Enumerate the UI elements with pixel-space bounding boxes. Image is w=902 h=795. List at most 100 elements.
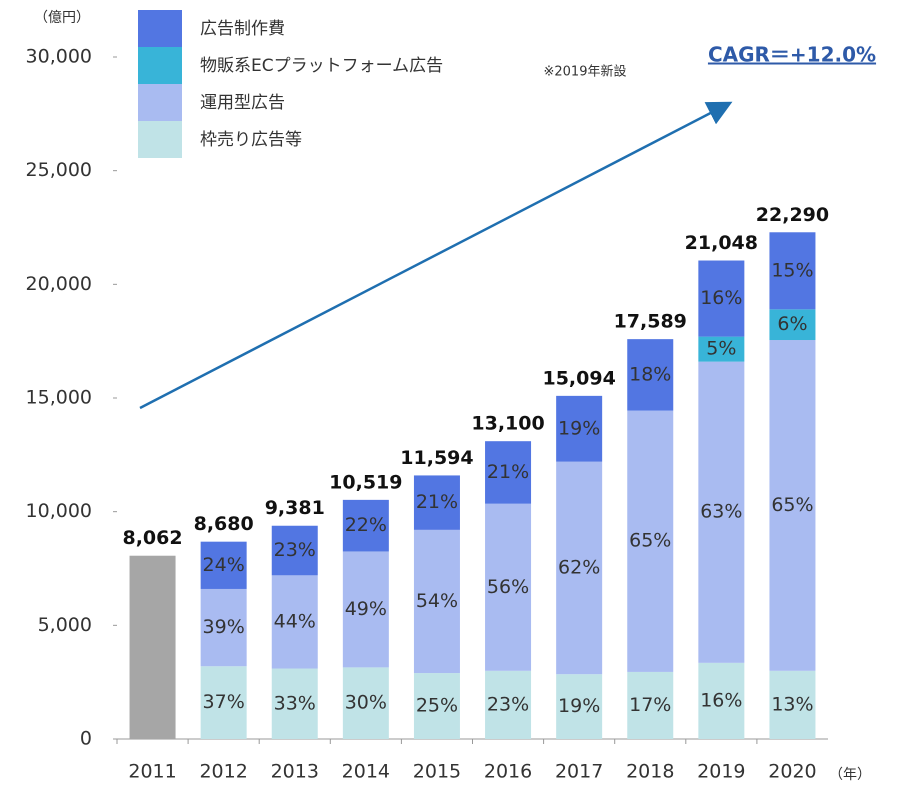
share-label: 23% bbox=[274, 539, 316, 561]
bar-segment bbox=[769, 340, 816, 671]
bar-segment bbox=[485, 670, 532, 739]
share-label: 30% bbox=[345, 692, 387, 714]
share-label: 63% bbox=[700, 501, 742, 523]
x-tick-label: 2013 bbox=[271, 761, 319, 783]
legend-label: 枠売り広告等 bbox=[200, 130, 302, 150]
x-tick-label: 2015 bbox=[413, 761, 461, 783]
share-label: 49% bbox=[345, 598, 387, 620]
bar-segment bbox=[200, 588, 247, 667]
share-label: 18% bbox=[629, 363, 671, 385]
share-label: 62% bbox=[558, 556, 600, 578]
share-label: 37% bbox=[203, 691, 245, 713]
share-label: 21% bbox=[487, 461, 529, 483]
share-label: 19% bbox=[558, 695, 600, 717]
bar-segment bbox=[627, 671, 674, 739]
total-label: 9,381 bbox=[265, 497, 325, 519]
y-tick-label: 15,000 bbox=[26, 387, 92, 409]
x-tick-label: 2017 bbox=[555, 761, 603, 783]
bar-segment bbox=[342, 499, 389, 552]
trend-arrow bbox=[139, 101, 733, 410]
share-label: 39% bbox=[203, 616, 245, 638]
bar-segment bbox=[271, 575, 318, 669]
total-label: 8,680 bbox=[194, 513, 254, 535]
bar-segment bbox=[627, 339, 674, 411]
y-tick-label: 30,000 bbox=[26, 46, 92, 68]
note: ※2019年新設 bbox=[544, 64, 627, 80]
bar-segment bbox=[413, 673, 460, 739]
y-unit: （億円） bbox=[34, 10, 90, 26]
share-label: 65% bbox=[629, 530, 671, 552]
bar-segment bbox=[698, 361, 745, 663]
share-label: 24% bbox=[203, 554, 245, 576]
bar-segment bbox=[200, 541, 247, 589]
bar-segment bbox=[485, 441, 532, 504]
bar-segment bbox=[769, 309, 816, 341]
share-label: 19% bbox=[558, 417, 600, 439]
total-label: 10,519 bbox=[329, 471, 402, 493]
total-label: 17,589 bbox=[614, 311, 687, 333]
share-label: 65% bbox=[771, 494, 813, 516]
x-unit: （年） bbox=[829, 767, 871, 783]
bar-segment bbox=[271, 668, 318, 739]
bar-segment bbox=[769, 232, 816, 310]
x-tick-label: 2018 bbox=[626, 761, 674, 783]
total-label: 11,594 bbox=[400, 447, 473, 469]
share-label: 16% bbox=[700, 287, 742, 309]
bar-segment bbox=[271, 525, 318, 576]
share-label: 13% bbox=[771, 693, 813, 715]
legend-swatch bbox=[138, 47, 182, 84]
share-label: 5% bbox=[706, 338, 736, 360]
bar-segment bbox=[698, 260, 745, 337]
legend-swatch bbox=[138, 121, 182, 158]
bar-segment bbox=[342, 551, 389, 668]
share-label: 22% bbox=[345, 514, 387, 536]
y-tick-label: 10,000 bbox=[26, 500, 92, 522]
x-tick-label: 2011 bbox=[128, 761, 176, 783]
x-tick-label: 2012 bbox=[199, 761, 247, 783]
share-label: 15% bbox=[771, 259, 813, 281]
bar-segment bbox=[556, 461, 603, 675]
cagr: CAGR＝+12.0% bbox=[708, 43, 876, 67]
bar-segment bbox=[627, 410, 674, 672]
total-label: 21,048 bbox=[685, 232, 758, 254]
total-label: 22,290 bbox=[756, 204, 829, 226]
legend-label: 広告制作費 bbox=[200, 19, 285, 39]
bar-segment bbox=[413, 475, 460, 530]
share-label: 33% bbox=[274, 692, 316, 714]
total-label: 13,100 bbox=[471, 413, 544, 435]
bar-segment bbox=[342, 667, 389, 739]
legend-swatch bbox=[138, 84, 182, 121]
legend-label: 運用型広告 bbox=[200, 93, 285, 113]
x-tick-label: 2020 bbox=[768, 761, 816, 783]
share-label: 44% bbox=[274, 610, 316, 632]
share-label: 54% bbox=[416, 590, 458, 612]
x-tick-label: 2016 bbox=[484, 761, 532, 783]
bar-segment bbox=[413, 529, 460, 674]
bar-segment bbox=[556, 395, 603, 462]
share-label: 16% bbox=[700, 689, 742, 711]
bar bbox=[129, 555, 176, 739]
bar-segment bbox=[769, 670, 816, 739]
x-tick-label: 2019 bbox=[697, 761, 745, 783]
share-label: 25% bbox=[416, 695, 458, 717]
x-tick-label: 2014 bbox=[342, 761, 390, 783]
bar-segment bbox=[698, 336, 745, 362]
share-label: 23% bbox=[487, 693, 529, 715]
share-label: 21% bbox=[416, 491, 458, 513]
legend-label: 物販系ECプラットフォーム広告 bbox=[200, 56, 443, 76]
bar-segment bbox=[200, 666, 247, 739]
bar-segment bbox=[485, 503, 532, 671]
bar-segment bbox=[556, 674, 603, 739]
y-tick-label: 0 bbox=[80, 728, 92, 750]
bar-segment bbox=[698, 662, 745, 739]
share-label: 6% bbox=[777, 313, 807, 335]
y-tick-label: 5,000 bbox=[38, 614, 92, 636]
share-label: 56% bbox=[487, 576, 529, 598]
share-label: 17% bbox=[629, 694, 671, 716]
y-tick-label: 25,000 bbox=[26, 159, 92, 181]
y-tick-label: 20,000 bbox=[26, 273, 92, 295]
total-label: 8,062 bbox=[122, 527, 182, 549]
legend-swatch bbox=[138, 10, 182, 47]
total-label: 15,094 bbox=[542, 367, 615, 389]
